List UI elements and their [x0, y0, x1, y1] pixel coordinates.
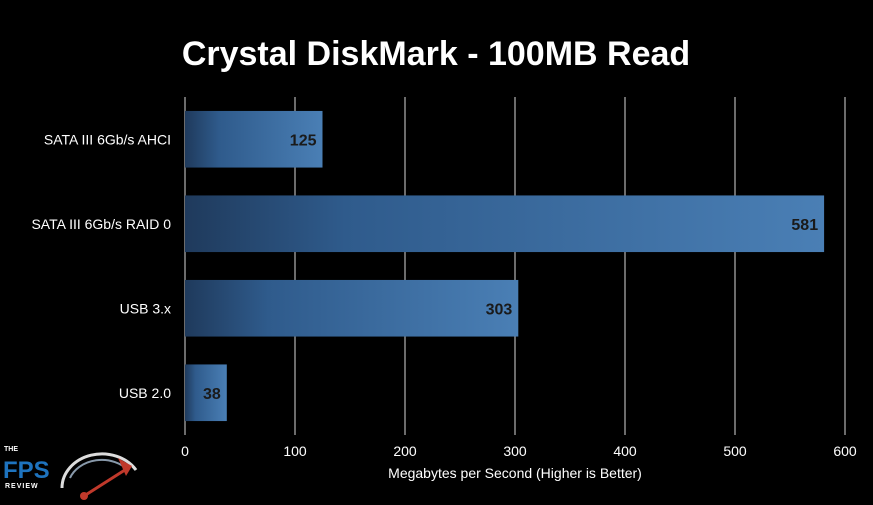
data-label: 38 [203, 386, 221, 403]
speedometer-icon [60, 452, 138, 500]
bar [185, 110, 323, 168]
x-tick-label: 500 [723, 443, 747, 459]
tick-labels: 0 100 200 300 400 500 600 [181, 443, 857, 459]
x-tick-label: 400 [613, 443, 637, 459]
bar [185, 279, 519, 337]
data-label: 125 [290, 132, 317, 149]
category-label: USB 3.x [120, 300, 171, 316]
x-tick-label: 0 [181, 443, 189, 459]
x-tick-label: 600 [833, 443, 857, 459]
x-tick-label: 100 [283, 443, 307, 459]
bars: 125 581 303 38 [185, 110, 825, 422]
x-axis-label: Megabytes per Second (Higher is Better) [388, 465, 642, 481]
chart-title: Crystal DiskMark - 100MB Read [182, 35, 690, 73]
category-label: USB 2.0 [119, 385, 171, 401]
logo-name-text: FPS [3, 457, 50, 484]
fps-review-logo: THE FPS REVIEW [3, 446, 138, 500]
bar [185, 364, 227, 422]
category-label: SATA III 6Gb/s RAID 0 [31, 216, 171, 232]
x-tick-label: 300 [503, 443, 527, 459]
bar [185, 195, 825, 253]
data-label: 303 [486, 301, 513, 318]
logo-tagline-text: REVIEW [5, 483, 39, 490]
data-label: 581 [791, 217, 818, 234]
category-label: SATA III 6Gb/s AHCI [44, 131, 171, 147]
category-labels: SATA III 6Gb/s AHCI SATA III 6Gb/s RAID 0… [31, 131, 171, 401]
x-tick-label: 200 [393, 443, 417, 459]
logo-the-text: THE [4, 446, 18, 453]
